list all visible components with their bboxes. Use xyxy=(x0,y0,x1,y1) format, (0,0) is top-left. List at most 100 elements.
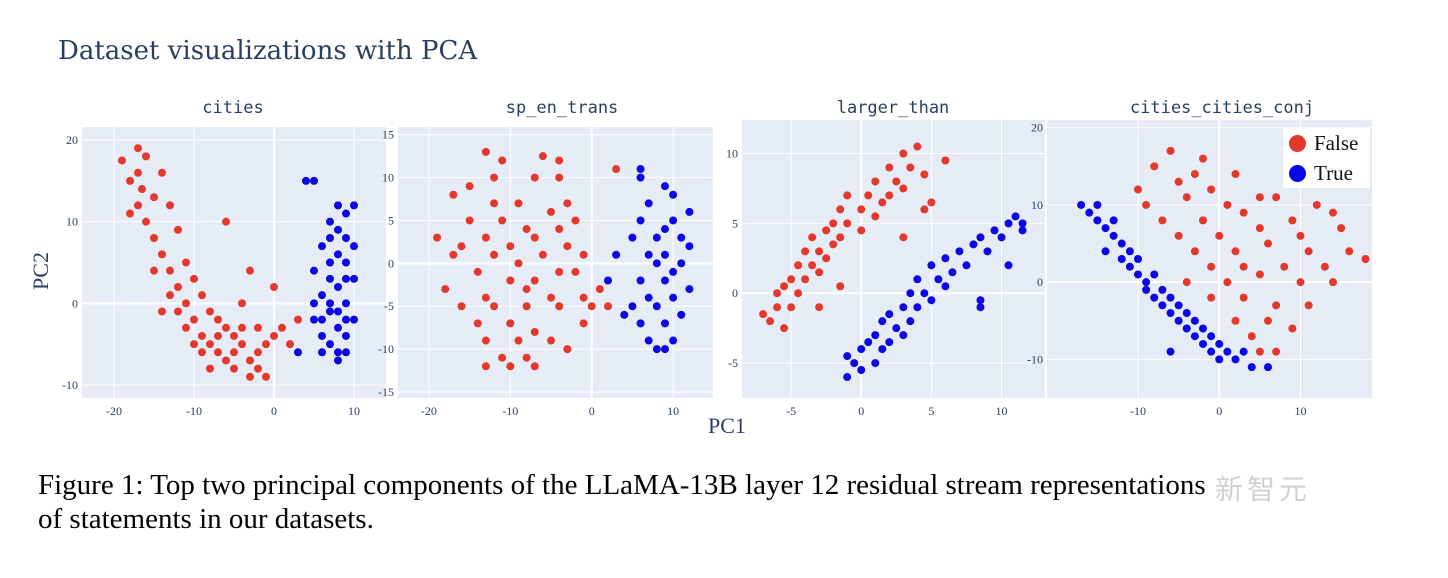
data-point-false xyxy=(829,219,838,228)
data-point-true xyxy=(885,310,894,319)
data-point-false xyxy=(246,356,254,365)
data-point-true xyxy=(1158,301,1167,310)
data-point-true xyxy=(342,331,350,340)
data-point-false xyxy=(843,219,852,228)
data-point-false xyxy=(1207,185,1216,194)
data-point-true xyxy=(310,315,318,324)
data-point-true xyxy=(1215,355,1224,364)
data-point-false xyxy=(182,299,190,308)
data-point-true xyxy=(310,299,318,308)
legend: False True xyxy=(1283,128,1370,188)
data-point-false xyxy=(1337,224,1346,233)
data-point-true xyxy=(318,291,326,300)
subplot-title-cities: cities xyxy=(202,98,264,118)
data-point-false xyxy=(864,191,873,200)
data-point-false xyxy=(206,340,214,349)
legend-marker-false xyxy=(1289,134,1306,152)
data-point-true xyxy=(871,359,880,368)
data-point-true xyxy=(628,302,637,311)
data-point-false xyxy=(1264,316,1272,325)
data-point-true xyxy=(913,275,922,284)
data-point-false xyxy=(885,191,894,200)
data-point-false xyxy=(1361,255,1370,263)
data-point-false xyxy=(138,185,146,194)
data-point-false xyxy=(490,250,499,259)
data-point-false xyxy=(433,233,442,242)
data-point-false xyxy=(579,293,588,302)
subplot-title-larger-than: larger_than xyxy=(836,98,950,118)
data-point-false xyxy=(222,217,230,226)
data-point-false xyxy=(1288,216,1297,225)
y-tick-label: 20 xyxy=(1031,121,1043,135)
data-point-false xyxy=(773,289,782,298)
data-point-false xyxy=(441,285,450,294)
y-tick-label: 20 xyxy=(66,133,78,147)
data-point-false xyxy=(899,184,908,193)
data-point-false xyxy=(587,302,596,311)
y-tick-label: -5 xyxy=(384,299,394,313)
data-point-false xyxy=(246,372,254,381)
data-point-false xyxy=(506,362,515,371)
data-point-true xyxy=(1125,262,1134,271)
data-point-false xyxy=(555,225,564,234)
x-tick-label: 10 xyxy=(1295,404,1307,418)
data-point-false xyxy=(1247,332,1256,341)
data-point-true xyxy=(636,216,645,225)
data-point-false xyxy=(150,234,158,243)
legend-item-false[interactable]: False xyxy=(1283,128,1370,158)
legend-item-true[interactable]: True xyxy=(1283,158,1370,188)
data-point-true xyxy=(1207,332,1216,341)
data-point-false xyxy=(1320,262,1329,271)
data-point-false xyxy=(142,217,150,226)
data-point-false xyxy=(498,156,507,165)
data-point-true xyxy=(652,345,661,354)
data-point-false xyxy=(465,216,474,225)
data-point-true xyxy=(920,289,929,298)
data-point-false xyxy=(815,303,824,312)
data-point-false xyxy=(1296,278,1305,287)
x-tick-label: 0 xyxy=(1216,404,1222,418)
data-point-false xyxy=(794,261,803,270)
data-point-true xyxy=(644,250,653,259)
data-point-false xyxy=(1296,231,1305,240)
data-point-false xyxy=(286,340,294,349)
data-point-false xyxy=(836,205,845,214)
y-tick-label: -10 xyxy=(62,378,78,392)
y-tick-label: 0 xyxy=(1037,275,1043,289)
data-point-true xyxy=(644,336,653,345)
data-point-false xyxy=(270,331,278,340)
data-point-false xyxy=(498,216,507,225)
data-point-false xyxy=(481,362,490,371)
data-point-false xyxy=(530,276,539,285)
data-point-true xyxy=(294,348,302,357)
data-point-true xyxy=(1101,247,1110,256)
data-point-false xyxy=(481,293,490,302)
data-point-true xyxy=(1117,255,1126,263)
data-point-false xyxy=(522,285,531,294)
data-point-true xyxy=(899,331,908,340)
data-point-false xyxy=(822,254,831,263)
data-point-false xyxy=(254,323,262,332)
data-point-false xyxy=(206,307,214,316)
data-point-true xyxy=(1166,347,1175,356)
data-point-false xyxy=(1142,200,1151,209)
data-point-false xyxy=(1280,262,1289,271)
data-point-false xyxy=(126,176,134,185)
data-point-false xyxy=(473,319,482,328)
data-point-true xyxy=(955,247,964,256)
data-point-true xyxy=(342,258,350,267)
data-point-false xyxy=(899,233,908,242)
data-point-true xyxy=(669,216,678,225)
watermark: 新智元 xyxy=(1215,473,1312,506)
data-point-false xyxy=(1223,278,1232,287)
data-point-false xyxy=(214,348,222,357)
y-tick-label: -5 xyxy=(728,356,738,370)
data-point-false xyxy=(1312,200,1321,209)
data-point-true xyxy=(1174,301,1183,310)
data-point-false xyxy=(134,144,142,153)
data-point-false xyxy=(182,258,190,267)
data-point-true xyxy=(334,323,342,332)
data-point-false xyxy=(254,364,262,373)
data-point-false xyxy=(246,266,254,275)
data-point-true xyxy=(660,345,669,354)
